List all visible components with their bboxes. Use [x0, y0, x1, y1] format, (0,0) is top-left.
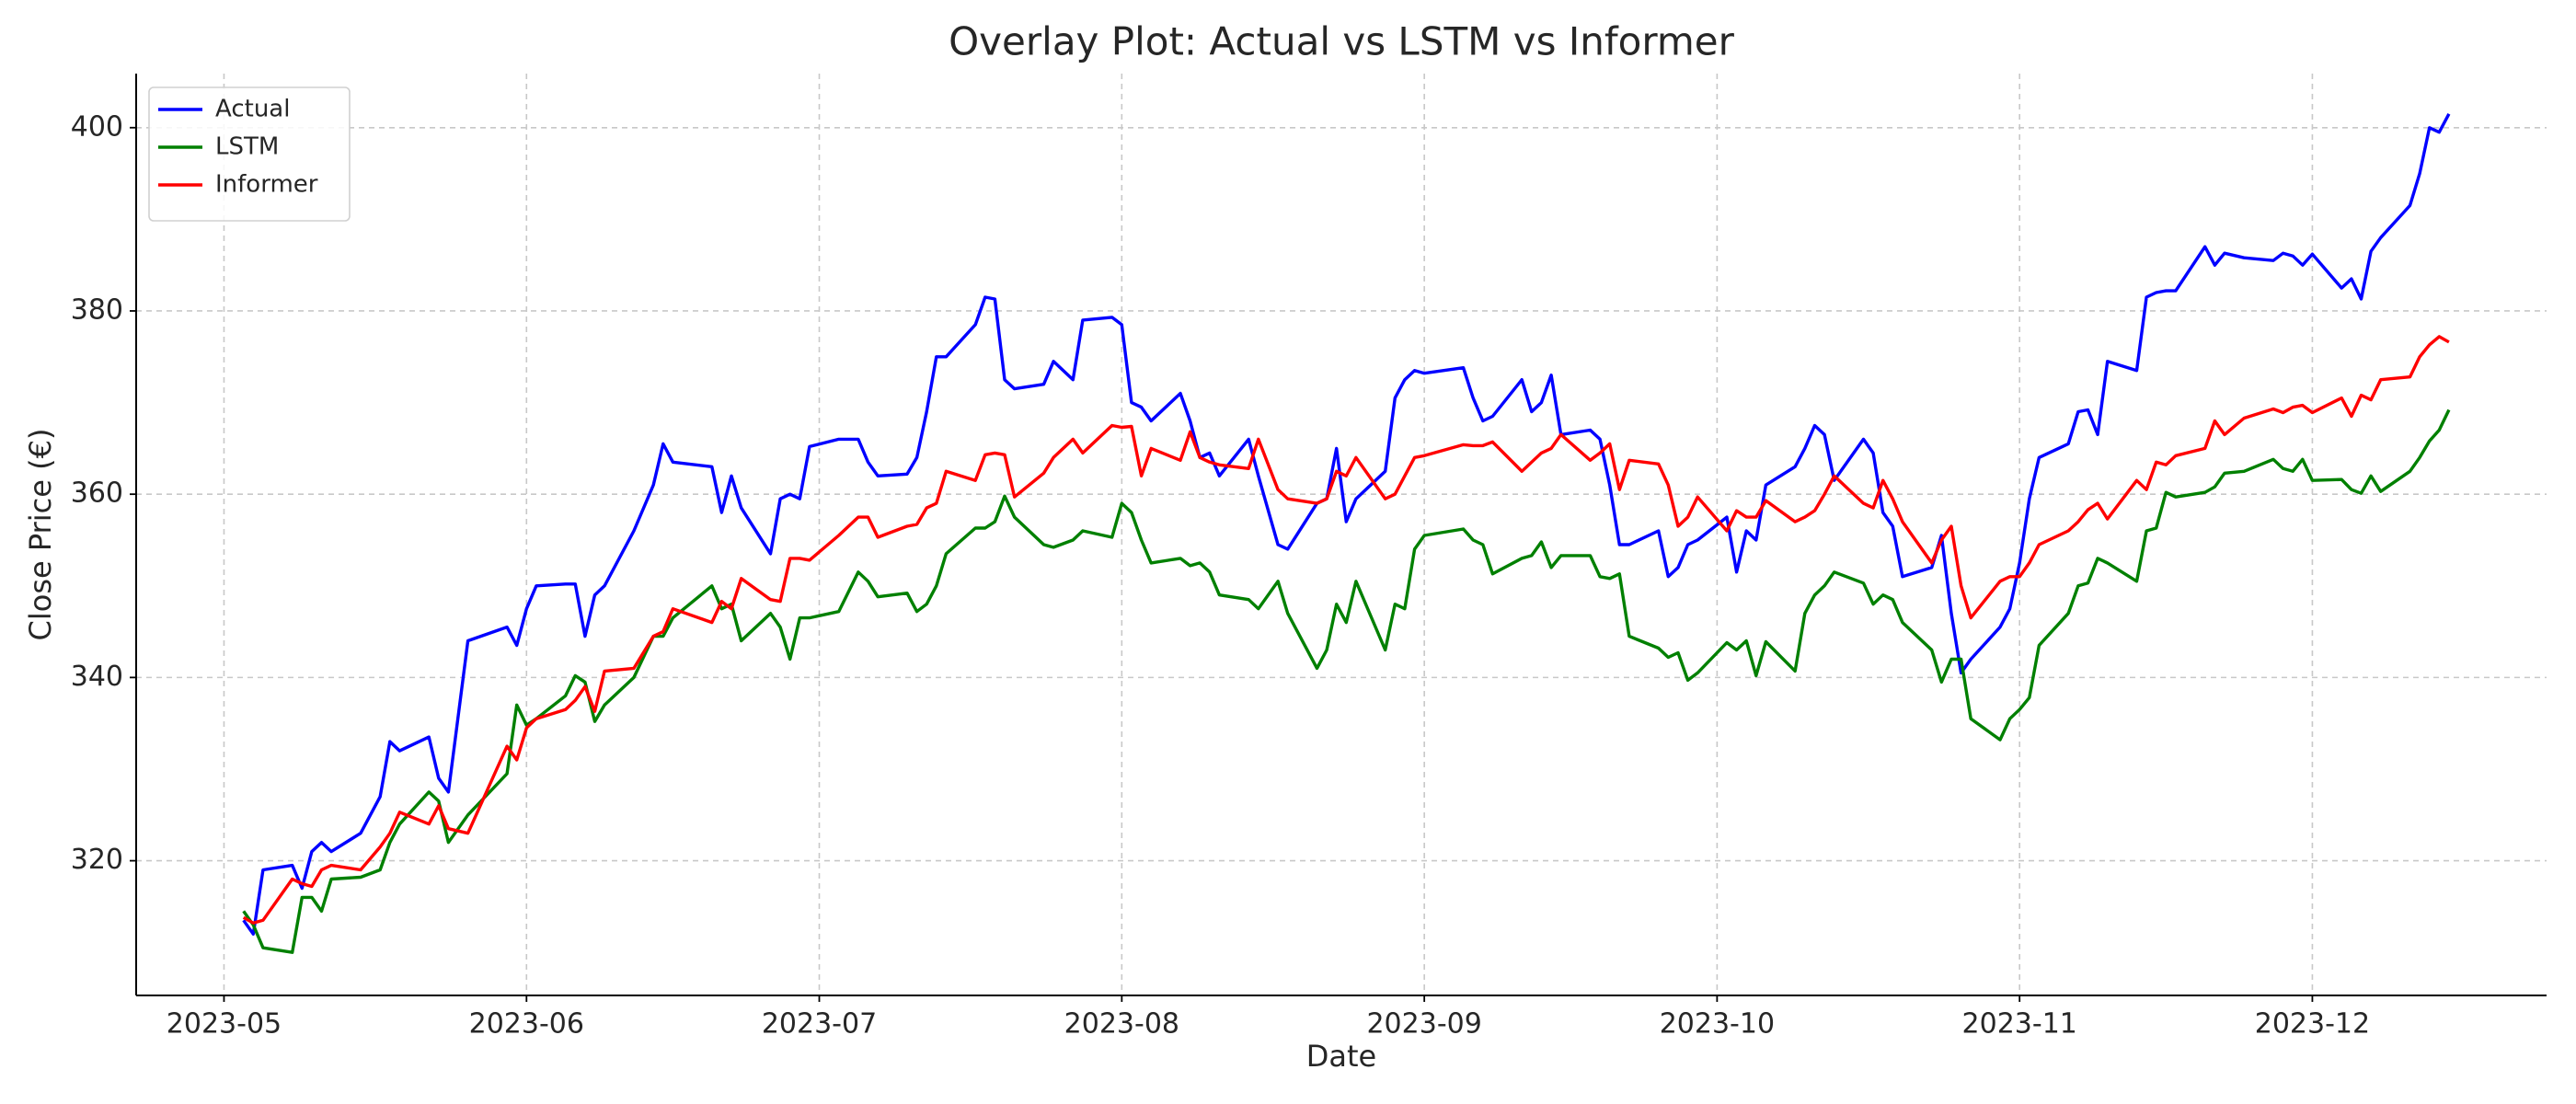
legend-label: Informer — [215, 171, 318, 199]
y-tick-label: 380 — [71, 293, 123, 326]
x-axis-label: Date — [1306, 1039, 1376, 1074]
legend-box — [148, 86, 351, 222]
series-line — [242, 113, 2451, 936]
y-tick-label: 340 — [71, 661, 123, 693]
y-tick-label: 320 — [71, 844, 123, 876]
y-tick-label: 360 — [71, 477, 123, 510]
x-tick-label: 2023-11 — [1962, 1008, 2077, 1041]
x-tick-label: 2023-06 — [469, 1008, 584, 1041]
x-tick-label: 2023-12 — [2255, 1008, 2370, 1041]
y-axis-label: Close Price (€) — [23, 429, 58, 641]
chart-title: Overlay Plot: Actual vs LSTM vs Informer — [949, 19, 1734, 64]
series-line — [242, 408, 2451, 954]
x-tick-label: 2023-09 — [1366, 1008, 1481, 1041]
legend-label: LSTM — [215, 133, 279, 161]
x-tick-label: 2023-07 — [762, 1008, 877, 1041]
legend: Actual LSTM Informer — [148, 86, 351, 222]
legend-label: Actual — [215, 96, 290, 123]
x-tick-label: 2023-10 — [1660, 1008, 1775, 1041]
y-tick-label: 400 — [71, 110, 123, 143]
x-tick-label: 2023-05 — [167, 1008, 282, 1041]
series-line — [242, 335, 2450, 925]
x-tick-label: 2023-08 — [1064, 1008, 1179, 1041]
